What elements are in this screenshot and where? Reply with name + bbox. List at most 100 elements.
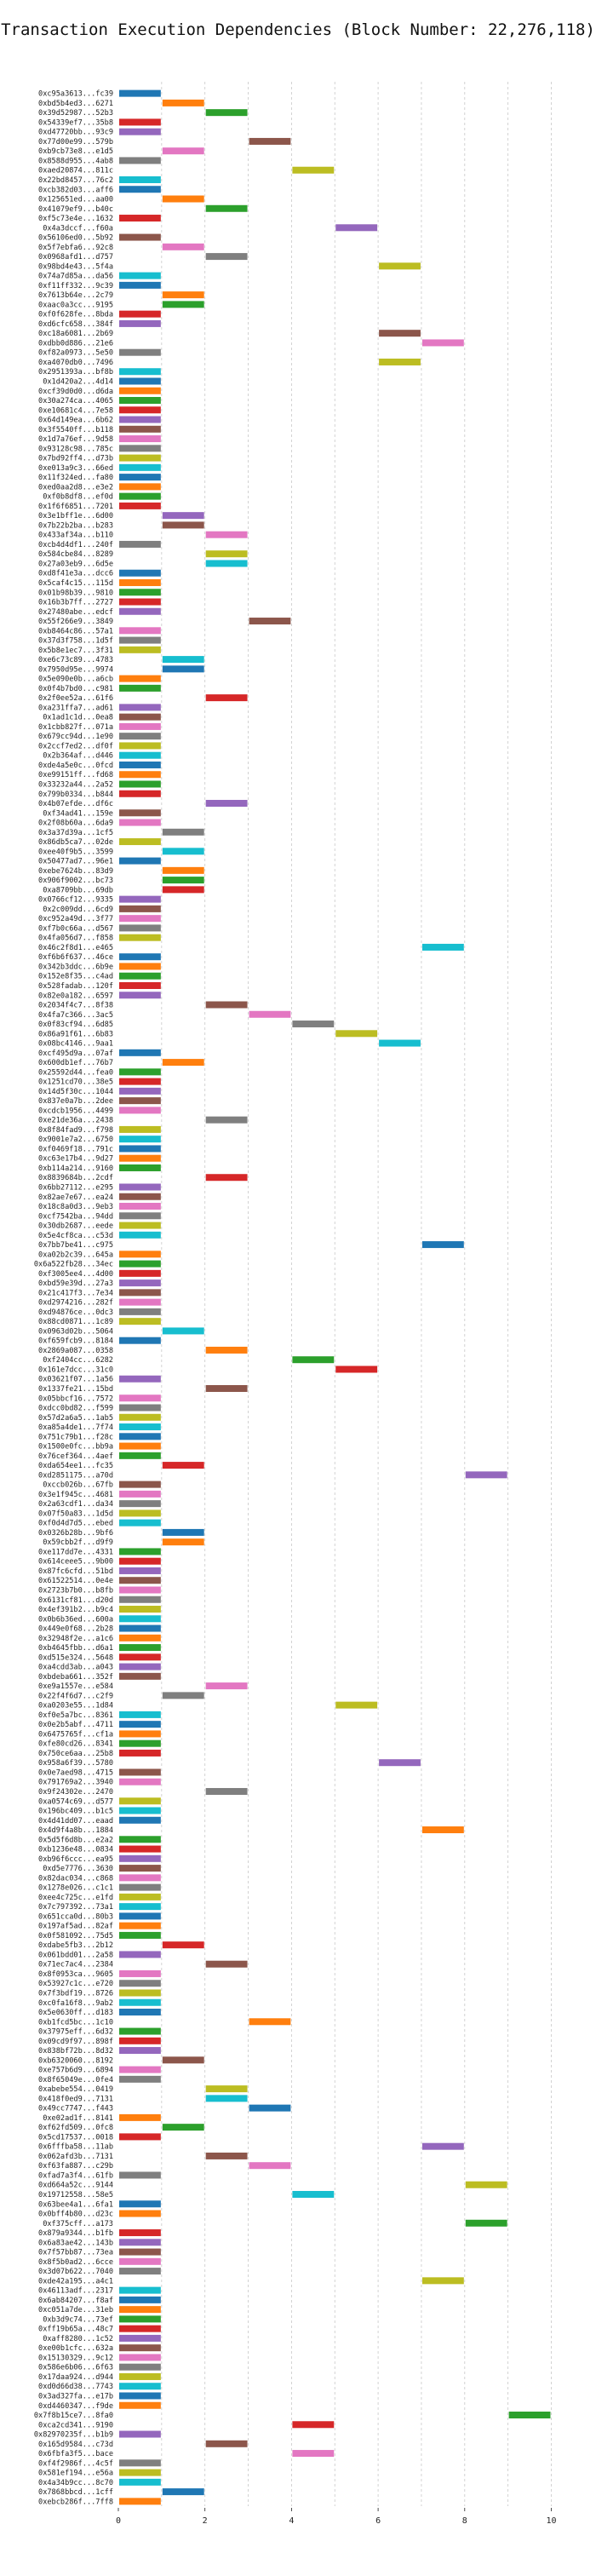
transaction-label: 0xa02b2c39...645a bbox=[38, 1251, 113, 1259]
transaction-bar bbox=[119, 636, 161, 644]
transaction-bar bbox=[119, 377, 161, 385]
transaction-bar bbox=[119, 406, 161, 414]
transaction-bar bbox=[205, 1346, 248, 1354]
transaction-bar bbox=[205, 253, 248, 261]
transaction-label: 0x8f65049e...0fe4 bbox=[38, 2076, 113, 2084]
x-tick-label: 4 bbox=[289, 2516, 294, 2526]
transaction-label: 0x433af34a...b110 bbox=[38, 532, 113, 540]
transaction-label: 0x0e2b5abf...4711 bbox=[38, 1721, 113, 1729]
transaction-bars bbox=[119, 89, 551, 2505]
transaction-bar bbox=[119, 445, 161, 452]
transaction-label: 0x584cbe84...8289 bbox=[38, 550, 113, 559]
transaction-bar bbox=[119, 646, 161, 653]
transaction-label: 0xda654ee1...fc35 bbox=[38, 1462, 113, 1470]
transaction-label: 0xaff8280...1c52 bbox=[43, 2335, 113, 2343]
transaction-bar bbox=[119, 1078, 161, 1085]
transaction-bar bbox=[335, 1701, 378, 1709]
transaction-bar bbox=[119, 2229, 161, 2237]
transaction-label: 0xc952a49d...3f77 bbox=[38, 915, 113, 923]
transaction-label: 0x6ab84207...f8af bbox=[38, 2297, 113, 2305]
transaction-label: 0xf0469f18...791c bbox=[38, 1145, 113, 1153]
transaction-label: 0x37d3f758...1d5f bbox=[38, 637, 113, 646]
transaction-label: 0x82970235f...b1b9 bbox=[34, 2431, 113, 2440]
transaction-bar bbox=[508, 2412, 551, 2419]
transaction-label: 0xd5e7776...3630 bbox=[43, 1865, 113, 1873]
transaction-bar bbox=[162, 1528, 204, 1536]
transaction-bar bbox=[421, 339, 464, 347]
transaction-label: 0xb3d9c74...73ef bbox=[43, 2315, 113, 2324]
transaction-label: 0xc63e17b4...9d27 bbox=[38, 1155, 113, 1164]
transaction-label: 0x01b98b39...9810 bbox=[38, 589, 113, 597]
x-tick-label: 6 bbox=[375, 2516, 381, 2526]
transaction-bar bbox=[119, 598, 161, 606]
x-tick-label: 0 bbox=[116, 2516, 121, 2526]
transaction-bar bbox=[119, 1606, 161, 1613]
transaction-label: 0xa4cdd3ab...a043 bbox=[38, 1664, 113, 1672]
transaction-bar bbox=[119, 972, 161, 980]
transaction-label: 0x16b3b7ff...2727 bbox=[38, 599, 113, 607]
transaction-bar bbox=[119, 684, 161, 692]
transaction-label: 0xee40f9b5...3599 bbox=[38, 848, 113, 856]
transaction-bar bbox=[205, 2085, 248, 2093]
transaction-bar bbox=[205, 694, 248, 702]
transaction-bar bbox=[119, 1557, 161, 1565]
transaction-bar bbox=[205, 560, 248, 567]
transaction-label: 0x98bd4e43...5f4a bbox=[38, 262, 113, 271]
transaction-label: 0x799b0334...b844 bbox=[38, 791, 113, 799]
transaction-label: 0x4d9f4a8b...1884 bbox=[38, 1826, 113, 1835]
transaction-label: 0x09cd9f97...898f bbox=[38, 2038, 113, 2046]
transaction-bar bbox=[249, 2018, 291, 2026]
transaction-label: 0xc18a6081...2b69 bbox=[38, 330, 113, 338]
transaction-label: 0x7b22b2ba...b283 bbox=[38, 521, 113, 530]
transaction-bar bbox=[119, 1624, 161, 1632]
transaction-label: 0x449e0f68...2b28 bbox=[38, 1625, 113, 1634]
transaction-label: 0xe00b1cfc...632a bbox=[38, 2344, 113, 2353]
transaction-bar bbox=[119, 1442, 161, 1450]
transaction-label: 0xe013a9c3...66ed bbox=[38, 464, 113, 473]
transaction-label: 0xf3005ee4...4d00 bbox=[38, 1270, 113, 1279]
transaction-bar bbox=[119, 1164, 161, 1171]
transaction-label: 0xe21de36a...2438 bbox=[38, 1117, 113, 1125]
transaction-bar bbox=[162, 147, 204, 155]
transaction-bar bbox=[162, 99, 204, 106]
transaction-label: 0xa231ffa7...ad61 bbox=[38, 704, 113, 712]
transaction-bar bbox=[205, 531, 248, 538]
transaction-label: 0xed0aa2d8...e3e2 bbox=[38, 483, 113, 492]
transaction-label: 0xb114a214...9160 bbox=[38, 1164, 113, 1173]
transaction-bar bbox=[335, 224, 378, 232]
transaction-label: 0xf659fcb9...8184 bbox=[38, 1337, 113, 1346]
transaction-bar bbox=[119, 1912, 161, 1920]
transaction-bar bbox=[119, 1154, 161, 1162]
transaction-label: 0xf82a0973...5e50 bbox=[38, 349, 113, 358]
transaction-bar bbox=[119, 281, 161, 289]
transaction-bar bbox=[119, 1922, 161, 1929]
transaction-bar bbox=[119, 963, 161, 970]
transaction-label: 0x125651ed...aa00 bbox=[38, 196, 113, 204]
transaction-bar bbox=[162, 877, 204, 884]
transaction-bar bbox=[119, 1452, 161, 1459]
transaction-bar bbox=[119, 1519, 161, 1527]
transaction-bar bbox=[119, 1097, 161, 1105]
transaction-bar bbox=[162, 521, 204, 529]
transaction-label: 0x1cbb827f...071a bbox=[38, 723, 113, 732]
transaction-label: 0x586e6b06...6f63 bbox=[38, 2364, 113, 2372]
transaction-label: 0x2723b7b0...b8fb bbox=[38, 1586, 113, 1595]
transaction-bar bbox=[205, 1682, 248, 1690]
transaction-bar bbox=[119, 1969, 161, 1977]
transaction-bar bbox=[335, 1366, 378, 1373]
transaction-bar bbox=[119, 1931, 161, 1939]
transaction-bar bbox=[119, 310, 161, 318]
transaction-label: 0xd664a52c...9144 bbox=[38, 2182, 113, 2190]
transaction-bar bbox=[119, 474, 161, 481]
transaction-label: 0x18c8a0d3...9eb3 bbox=[38, 1203, 113, 1211]
transaction-label: 0x6a522fb28...34ec bbox=[34, 1261, 113, 1269]
transaction-label: 0xfe80cd26...8341 bbox=[38, 1740, 113, 1749]
transaction-bar bbox=[119, 215, 161, 222]
transaction-label: 0x6a83ae42...143b bbox=[38, 2239, 113, 2247]
transaction-label: 0xcf39d0d0...d6da bbox=[38, 388, 113, 396]
transaction-bar bbox=[119, 368, 161, 376]
transaction-bar bbox=[162, 1692, 204, 1699]
transaction-label: 0x37975eff...6d32 bbox=[38, 2028, 113, 2037]
transaction-label: 0xa4070db0...7496 bbox=[38, 359, 113, 367]
transaction-label: 0xd4460347...f9de bbox=[38, 2402, 113, 2411]
